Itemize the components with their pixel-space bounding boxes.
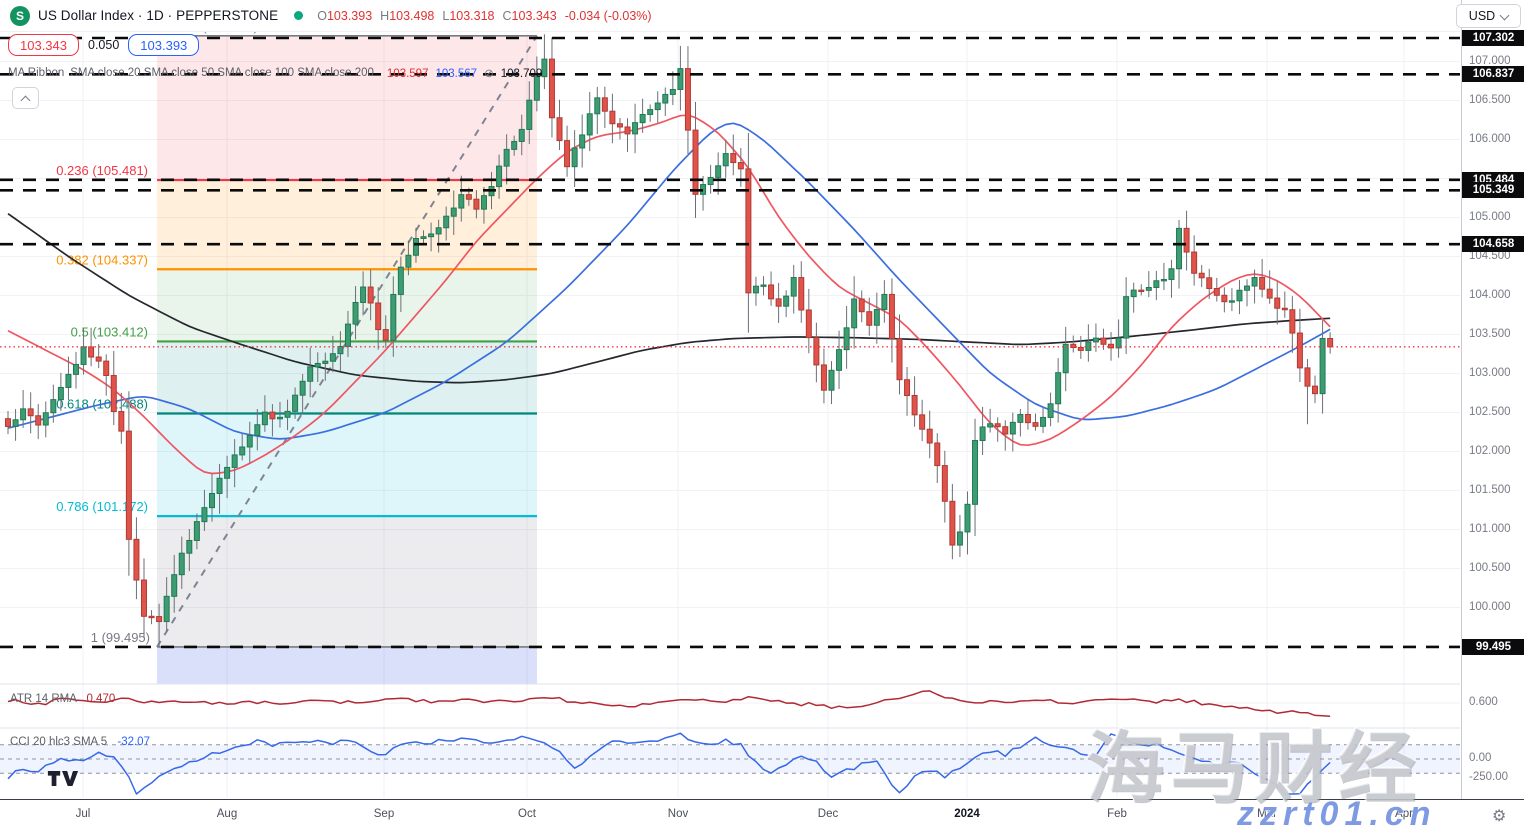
settings-gear-icon[interactable]: ⚙ [1492, 808, 1507, 825]
chevron-down-icon [1499, 10, 1510, 20]
ohlc-item: O103.393 [317, 8, 373, 23]
price-tick: 106.500 [1469, 93, 1511, 106]
price-level-box: 104.658 [1462, 236, 1524, 253]
price-tick: 104.000 [1469, 288, 1511, 301]
fib-retracement: 0 (107.330)0.236 (105.481)0.382 (104.337… [56, 19, 537, 684]
ma-value: 103.567 [435, 68, 478, 80]
price-level-box: 105.349 [1462, 182, 1524, 199]
chart-canvas[interactable]: 0 (107.330)0.236 (105.481)0.382 (104.337… [0, 0, 1460, 799]
cci-axis-label: -250.00 [1469, 771, 1509, 783]
cci-pane [0, 732, 1460, 795]
price-tick: 106.000 [1469, 132, 1511, 145]
market-status-icon [294, 11, 304, 20]
price-tick: 102.500 [1469, 405, 1511, 418]
tradingview-logo[interactable] [46, 769, 80, 793]
price-tick: 102.000 [1469, 444, 1511, 457]
atr-label: ATR 14 RMA [10, 693, 77, 705]
time-axis-label: Oct [518, 808, 536, 820]
ohlc-item: H103.498 [380, 8, 435, 23]
price-tick: 103.000 [1469, 366, 1511, 379]
atr-line [7, 690, 1331, 718]
fib-label: 0.5 (103.412) [71, 324, 148, 339]
price-scale[interactable]: 107.000 106.500 106.000 105.000 104.500 104.0… [1461, 0, 1524, 799]
change-value: -0.034 (-0.03%) [564, 8, 652, 23]
cci-legend[interactable]: CCI 20 hlc3 SMA 5 -32.07 [10, 736, 150, 748]
ma-ribbon-title: MA Ribbon [8, 67, 65, 79]
fib-label: 0.382 (104.337) [56, 252, 148, 267]
price-tick: 100.000 [1469, 600, 1511, 613]
ohlc-item: C103.343 [502, 8, 557, 23]
atr-legend[interactable]: ATR 14 RMA 0.470 [10, 693, 115, 705]
ma-value: 103.709 [500, 68, 543, 80]
tool-spread-label: 0.050 [88, 38, 120, 52]
atr-value: 0.470 [86, 693, 116, 705]
cci-line [7, 732, 1331, 795]
cci-label: CCI 20 hlc3 SMA 5 [10, 736, 108, 748]
atr-axis-label: 0.600 [1469, 696, 1498, 708]
price-level-box: 107.302 [1462, 30, 1524, 46]
time-axis-label: Aug [216, 808, 238, 820]
time-axis-label: Apr [1395, 808, 1413, 820]
price-tick: 105.000 [1469, 210, 1511, 223]
ma-ribbon-params: SMA close 20 SMA close 50 SMA close 100 … [70, 67, 374, 79]
time-axis-label: 2024 [954, 808, 980, 820]
atr-pane [0, 690, 1460, 718]
time-axis-label: Mar [1257, 808, 1277, 820]
ma-ribbon-legend[interactable]: MA Ribbon SMA close 20 SMA close 50 SMA … [8, 66, 542, 80]
price-level-box: 106.837 [1462, 66, 1524, 83]
time-axis-label: Jul [75, 808, 91, 820]
currency-label: USD [1468, 9, 1496, 23]
ma-value: ⊘ [484, 68, 494, 80]
price-tool-labels: 103.343 0.050 103.393 [8, 34, 200, 56]
cci-axis-label: 0.00 [1469, 752, 1492, 764]
currency-dropdown[interactable]: USD [1456, 4, 1521, 28]
candles [5, 34, 1334, 647]
price-tick: 101.500 [1469, 483, 1511, 496]
chevron-up-icon [20, 95, 31, 105]
gridlines [0, 33, 1460, 798]
time-scale[interactable]: ⚙ Jul Aug Sep Oct Nov Dec 2024 Feb Mar Apr [0, 799, 1524, 832]
fib-label: 0.786 (101.172) [56, 499, 148, 514]
symbol-icon[interactable]: S [10, 5, 30, 26]
time-axis-label: Nov [667, 808, 689, 820]
price-tick: 104.500 [1469, 249, 1511, 262]
fib-label: 1 (99.495) [91, 630, 150, 645]
chart-header: S US Dollar Index · 1D · PEPPERSTONE O10… [0, 0, 1460, 32]
time-axis-label: Sep [373, 808, 395, 820]
sma200-line [7, 213, 1331, 384]
price-level-box: 99.495 [1462, 638, 1524, 655]
ohlc-values: O103.393 H103.498 L103.318 C103.343 -0.034 (… [317, 9, 651, 23]
price-tick: 107.000 [1469, 54, 1511, 67]
ohlc-item: L103.318 [442, 8, 495, 23]
collapse-indicators-button[interactable] [12, 87, 39, 109]
price-tick: 101.000 [1469, 522, 1511, 535]
sma50-line [7, 122, 1331, 440]
symbol-title[interactable]: US Dollar Index · 1D · PEPPERSTONE [38, 8, 279, 23]
ma-ribbon-values: 103.597 103.567 ⊘ 103.709 [380, 66, 542, 80]
tool-lower-price-box[interactable]: 103.343 [8, 34, 79, 56]
fib-label: 0.236 (105.481) [56, 163, 148, 178]
ma-value: 103.597 [386, 68, 429, 80]
time-axis-label: Dec [817, 808, 839, 820]
tool-upper-price-box[interactable]: 103.393 [128, 34, 200, 56]
price-tick: 100.500 [1469, 561, 1511, 574]
time-axis-label: Feb [1107, 808, 1127, 820]
cci-value: -32.07 [117, 736, 150, 748]
price-tick: 103.500 [1469, 327, 1511, 340]
